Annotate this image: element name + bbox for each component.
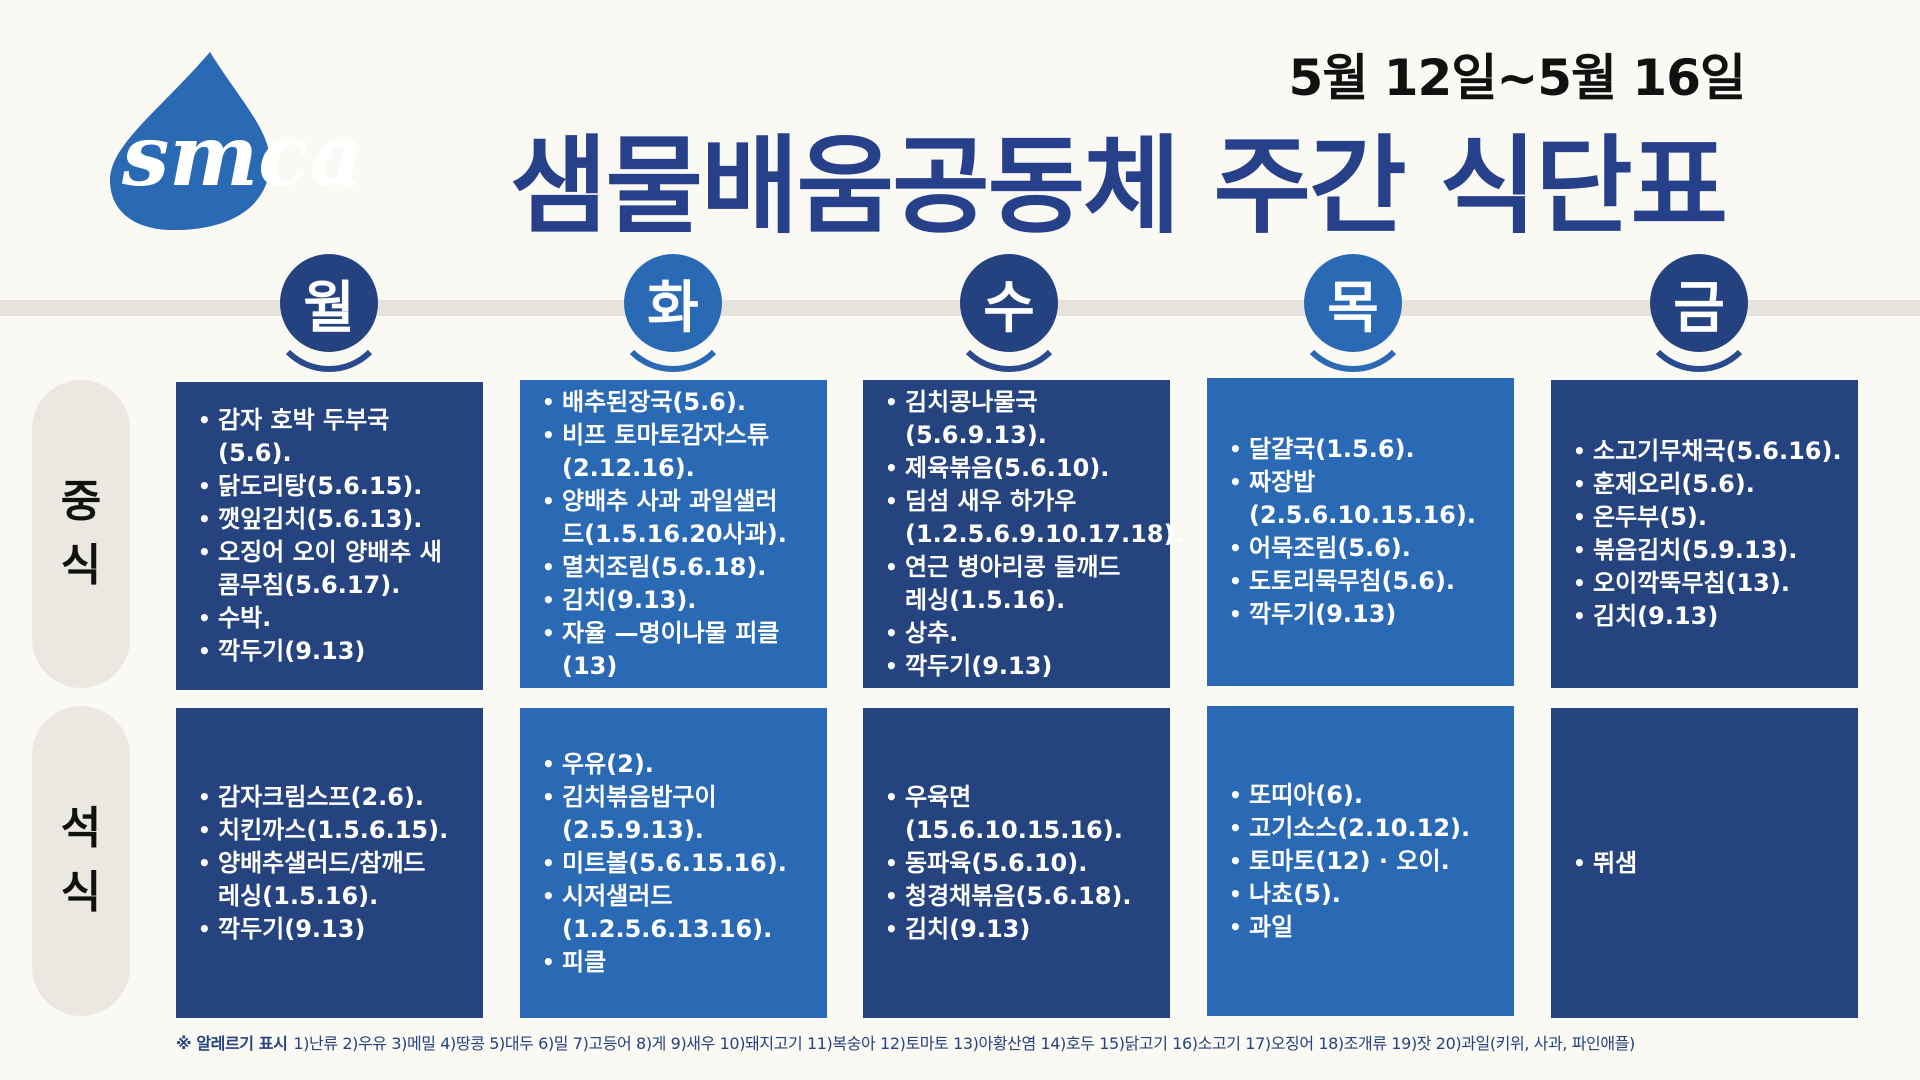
allergy-legend: ※ 알레르기 표시 1)난류 2)우유 3)메밀 4)땅콩 5)대두 6)밀 7)… [176,1030,1876,1054]
menu-item: 깍두기(9.13) [198,913,479,946]
menu-item: 김치콩나물국 (5.6.9.13). [885,386,1166,452]
menu-item: 닭도리탕(5.6.15). [198,470,479,503]
menu-item: 깍두기(9.13) [198,635,479,668]
lunch-friday: 소고기무채국(5.6.16). 훈제오리(5.6). 온두부(5). 볶음김치(… [1551,380,1858,688]
logo-text: smca [121,106,364,205]
menu-item: 딤섬 새우 하가우 (1.2.5.6.9.10.17.18). [885,485,1184,551]
menu-item: 어묵조림(5.6). [1229,532,1510,565]
menu-item: 양배추 사과 과일샐러 드(1.5.16.20사과). [542,485,823,551]
menu-item: 양배추샐러드/참깨드 레싱(1.5.16). [198,847,479,913]
menu-item: 오징어 오이 양배추 새 콤무침(5.6.17). [198,536,479,602]
menu-item: 김치(9.13) [1573,600,1854,633]
menu-item: 피클 [542,946,823,979]
menu-item: 뛰샘 [1573,847,1854,880]
menu-item: 멸치조림(5.6.18). [542,551,823,584]
menu-item: 수박. [198,602,479,635]
day-label: 월 [280,254,378,352]
menu-item: 배추된장국(5.6). [542,386,823,419]
day-label: 화 [624,254,722,352]
lunch-tuesday: 배추된장국(5.6). 비프 토마토감자스튜 (2.12.16). 양배추 사과… [520,380,827,688]
menu-item: 감자크림스프(2.6). [198,781,479,814]
smca-logo: smca [110,52,364,230]
day-monday: 월 [268,250,390,372]
menu-item: 달걀국(1.5.6). [1229,433,1510,466]
day-thursday: 목 [1292,250,1414,372]
menu-item: 온두부(5). [1573,501,1854,534]
menu-item: 소고기무채국(5.6.16). [1573,435,1854,468]
day-tuesday: 화 [612,250,734,372]
page-title: 샘물배움공동체 주간 식단표 [510,125,1728,248]
date-range: 5월 12일~5월 16일 [1288,49,1746,107]
menu-item: 나쵸(5). [1229,878,1510,911]
menu-item: 시저샐러드 (1.2.5.6.13.16). [542,880,823,946]
menu-item: 연근 병아리콩 들깨드 레싱(1.5.16). [885,551,1166,617]
lunch-monday: 감자 호박 두부국 (5.6). 닭도리탕(5.6.15). 깻잎김치(5.6.… [176,382,483,690]
menu-item: 우유(2). [542,748,823,781]
dinner-friday: 뛰샘 [1551,708,1858,1018]
day-label: 수 [960,254,1058,352]
menu-item: 과일 [1229,911,1510,944]
menu-item: 김치(9.13). [542,584,823,617]
dinner-thursday: 또띠아(6). 고기소스(2.10.12). 토마토(12) · 오이. 나쵸(… [1207,706,1514,1016]
day-label: 금 [1650,254,1748,352]
day-wednesday: 수 [948,250,1070,372]
day-friday: 금 [1638,250,1760,372]
dinner-monday: 감자크림스프(2.6). 치킨까스(1.5.6.15). 양배추샐러드/참깨드 … [176,708,483,1018]
menu-item: 미트볼(5.6.15.16). [542,847,823,880]
menu-item: 도토리묵무침(5.6). [1229,565,1510,598]
menu-item: 고기소스(2.10.12). [1229,812,1510,845]
menu-item: 또띠아(6). [1229,779,1510,812]
menu-item: 제육볶음(5.6.10). [885,452,1166,485]
menu-item: 동파육(5.6.10). [885,847,1166,880]
day-label: 목 [1304,254,1402,352]
menu-item: 김치(9.13) [885,913,1166,946]
dinner-tuesday: 우유(2). 김치볶음밥구이 (2.5.9.13). 미트볼(5.6.15.16… [520,708,827,1018]
menu-item: 훈제오리(5.6). [1573,468,1854,501]
menu-item: 치킨까스(1.5.6.15). [198,814,479,847]
lunch-thursday: 달걀국(1.5.6). 짜장밥 (2.5.6.10.15.16). 어묵조림(5… [1207,378,1514,686]
allergy-label: ※ 알레르기 표시 [176,1034,288,1053]
menu-item: 볶음김치(5.9.13). [1573,534,1854,567]
menu-item: 짜장밥 (2.5.6.10.15.16). [1229,466,1510,532]
allergy-text: 1)난류 2)우유 3)메밀 4)땅콩 5)대두 6)밀 7)고등어 8)게 9… [293,1034,1635,1053]
menu-item: 깍두기(9.13) [1229,598,1510,631]
menu-item: 상추. [885,617,1166,650]
menu-item: 청경채볶음(5.6.18). [885,880,1166,913]
menu-item: 자율 —명이나물 피클 (13) [542,617,823,683]
menu-item: 토마토(12) · 오이. [1229,845,1510,878]
menu-item: 김치볶음밥구이 (2.5.9.13). [542,781,823,847]
lunch-wednesday: 김치콩나물국 (5.6.9.13). 제육볶음(5.6.10). 딤섬 새우 하… [863,380,1184,688]
menu-item: 깍두기(9.13) [885,650,1166,683]
menu-item: 비프 토마토감자스튜 (2.12.16). [542,419,823,485]
menu-item: 깻잎김치(5.6.13). [198,503,479,536]
menu-item: 우육면 (15.6.10.15.16). [885,781,1166,847]
dinner-wednesday: 우육면 (15.6.10.15.16). 동파육(5.6.10). 청경채볶음(… [863,708,1170,1018]
menu-item: 오이깍뚝무침(13). [1573,567,1854,600]
menu-item: 감자 호박 두부국 (5.6). [198,404,479,470]
